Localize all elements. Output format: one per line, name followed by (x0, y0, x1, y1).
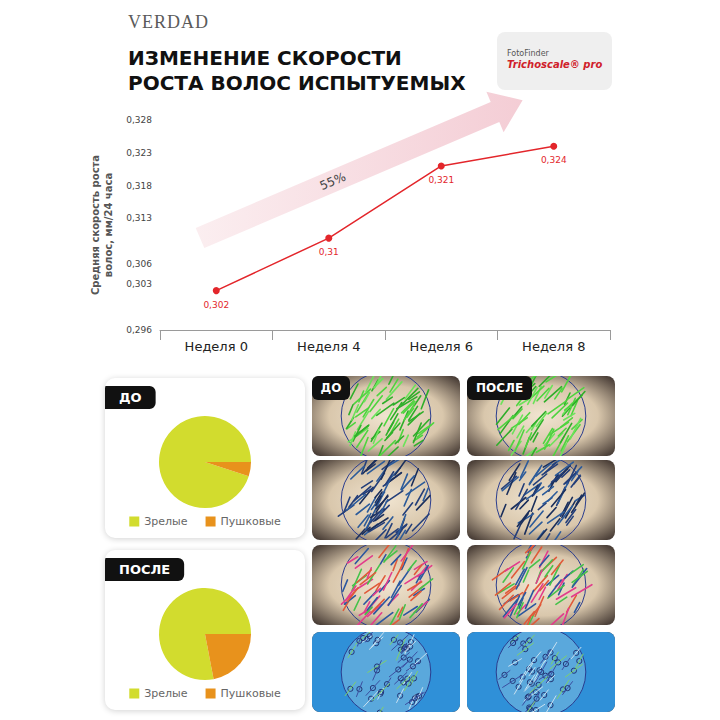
svg-text:0,324: 0,324 (541, 155, 567, 165)
svg-text:ПОСЛЕ: ПОСЛЕ (476, 381, 523, 395)
svg-text:Зрелые: Зрелые (144, 687, 188, 700)
svg-text:ДО: ДО (119, 390, 142, 405)
svg-text:волос, мм/24 часа: волос, мм/24 часа (103, 173, 114, 277)
html-text:РОСТА ВОЛОС ИСПЫТУЕМЫХ: РОСТА ВОЛОС ИСПЫТУЕМЫХ (128, 71, 466, 95)
svg-text:ДО: ДО (321, 381, 342, 395)
svg-text:Неделя 8: Неделя 8 (522, 339, 585, 354)
svg-text:0,31: 0,31 (319, 247, 339, 257)
html-text:FotoFinder: FotoFinder (507, 49, 549, 58)
svg-text:Средняя скорость роста: Средняя скорость роста (90, 155, 101, 295)
html-text:Trichoscale® pro: Trichoscale® pro (507, 59, 603, 70)
svg-text:0,303: 0,303 (126, 279, 152, 289)
html-text:ИЗМЕНЕНИЕ СКОРОСТИ: ИЗМЕНЕНИЕ СКОРОСТИ (128, 46, 402, 70)
svg-text:0,306: 0,306 (126, 259, 152, 269)
svg-text:0,302: 0,302 (203, 300, 229, 310)
svg-text:Пушковые: Пушковые (221, 687, 281, 700)
svg-text:Неделя 6: Неделя 6 (410, 339, 473, 354)
svg-text:0,313: 0,313 (126, 213, 152, 223)
svg-text:0,318: 0,318 (126, 181, 152, 191)
svg-text:Неделя 4: Неделя 4 (297, 339, 360, 354)
html-text:VERDAD: VERDAD (128, 12, 209, 32)
svg-text:ПОСЛЕ: ПОСЛЕ (119, 562, 170, 577)
svg-text:0,296: 0,296 (126, 325, 152, 335)
svg-text:55%: 55% (318, 170, 348, 193)
svg-text:0,328: 0,328 (126, 115, 152, 125)
svg-text:Пушковые: Пушковые (221, 515, 281, 528)
svg-text:Зрелые: Зрелые (144, 515, 188, 528)
svg-text:Неделя 0: Неделя 0 (185, 339, 248, 354)
svg-text:0,321: 0,321 (428, 175, 454, 185)
svg-text:0,323: 0,323 (126, 148, 152, 158)
